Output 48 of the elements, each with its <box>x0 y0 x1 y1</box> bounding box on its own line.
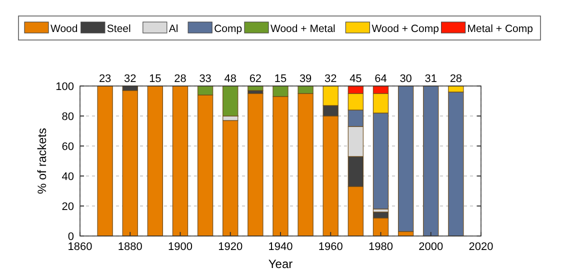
legend-label: Wood + Metal <box>270 23 336 35</box>
annotation: 45 <box>350 73 362 85</box>
legend-label: Metal + Comp <box>467 23 534 35</box>
x-tick-label: 1880 <box>118 241 142 253</box>
legend-label: Al <box>168 23 178 35</box>
annotation: 30 <box>400 73 412 85</box>
x-tick-label: 2020 <box>468 241 494 253</box>
annotation: 33 <box>199 73 212 85</box>
bar <box>122 90 138 236</box>
legend-label: Wood + Comp <box>372 23 440 35</box>
bar <box>248 86 264 91</box>
x-tick-label: 2000 <box>418 241 444 253</box>
legend-label: Comp <box>214 23 242 35</box>
annotation: 39 <box>299 73 312 85</box>
x-tick-label: 1960 <box>318 241 343 253</box>
bar <box>147 86 164 236</box>
x-axis-title: Year <box>268 257 293 271</box>
x-tick-label: 1940 <box>268 241 293 253</box>
bar <box>398 86 414 232</box>
annotation: 15 <box>274 73 287 85</box>
bar <box>97 86 113 236</box>
y-tick-label: 100 <box>56 81 74 93</box>
annotation: 28 <box>174 73 186 85</box>
bar <box>423 86 439 236</box>
annotation: 28 <box>450 73 462 85</box>
bar <box>172 86 188 236</box>
y-tick-label: 40 <box>62 171 74 183</box>
y-tick-label: 80 <box>62 111 74 123</box>
annotation: 48 <box>224 73 236 85</box>
legend-label: Wood <box>50 23 78 35</box>
annotation: 62 <box>249 73 262 85</box>
bar <box>222 120 238 236</box>
x-tick-label: 1980 <box>368 241 393 253</box>
y-tick-label: 0 <box>68 231 74 243</box>
annotation: 23 <box>98 73 112 85</box>
bar <box>248 93 264 236</box>
annotation: 32 <box>124 73 136 85</box>
y-tick-label: 20 <box>62 201 74 213</box>
legend-label: Steel <box>106 23 131 35</box>
annotation: 64 <box>374 73 387 85</box>
annotation: 32 <box>324 73 337 85</box>
y-tick-label: 60 <box>62 141 74 153</box>
y-axis-title: % of rackets <box>35 128 49 194</box>
annotation: 31 <box>424 73 437 85</box>
x-tick-label: 1900 <box>168 241 192 253</box>
x-tick-label: 1920 <box>218 241 243 253</box>
annotation: 15 <box>149 73 162 85</box>
x-tick-label: 1860 <box>68 241 92 253</box>
